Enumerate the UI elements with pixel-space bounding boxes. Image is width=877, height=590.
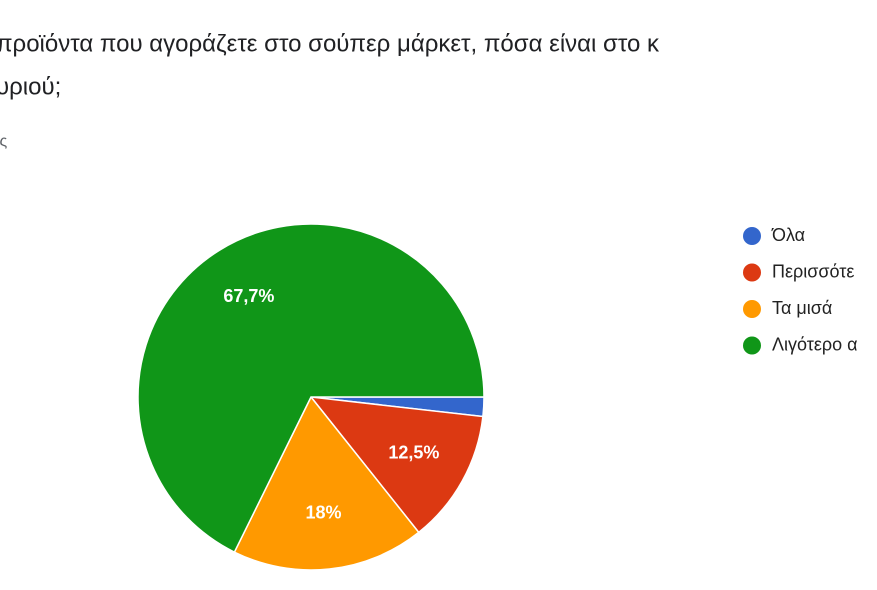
pie-slice xyxy=(233,395,420,571)
legend-marker xyxy=(743,227,761,245)
slice-label: 18% xyxy=(306,503,342,523)
legend-label: Όλα xyxy=(771,225,805,245)
pie-slice xyxy=(309,396,484,534)
pie-slice xyxy=(137,223,485,554)
legend-marker xyxy=(743,336,761,355)
legend-marker xyxy=(743,263,761,282)
question-title: υριού; xyxy=(0,73,61,100)
legend-label: Περισσότε xyxy=(772,261,854,281)
slice-label: 12,5% xyxy=(388,443,439,463)
legend-label: Τα μισά xyxy=(772,298,832,318)
slice-label: 67,7% xyxy=(223,286,274,306)
question-title: προϊόντα που αγοράζετε στο σούπερ μάρκετ… xyxy=(0,30,660,57)
legend-label: Λιγότερο α xyxy=(772,334,858,354)
response-count: ις xyxy=(0,133,8,150)
legend-marker xyxy=(743,300,761,318)
